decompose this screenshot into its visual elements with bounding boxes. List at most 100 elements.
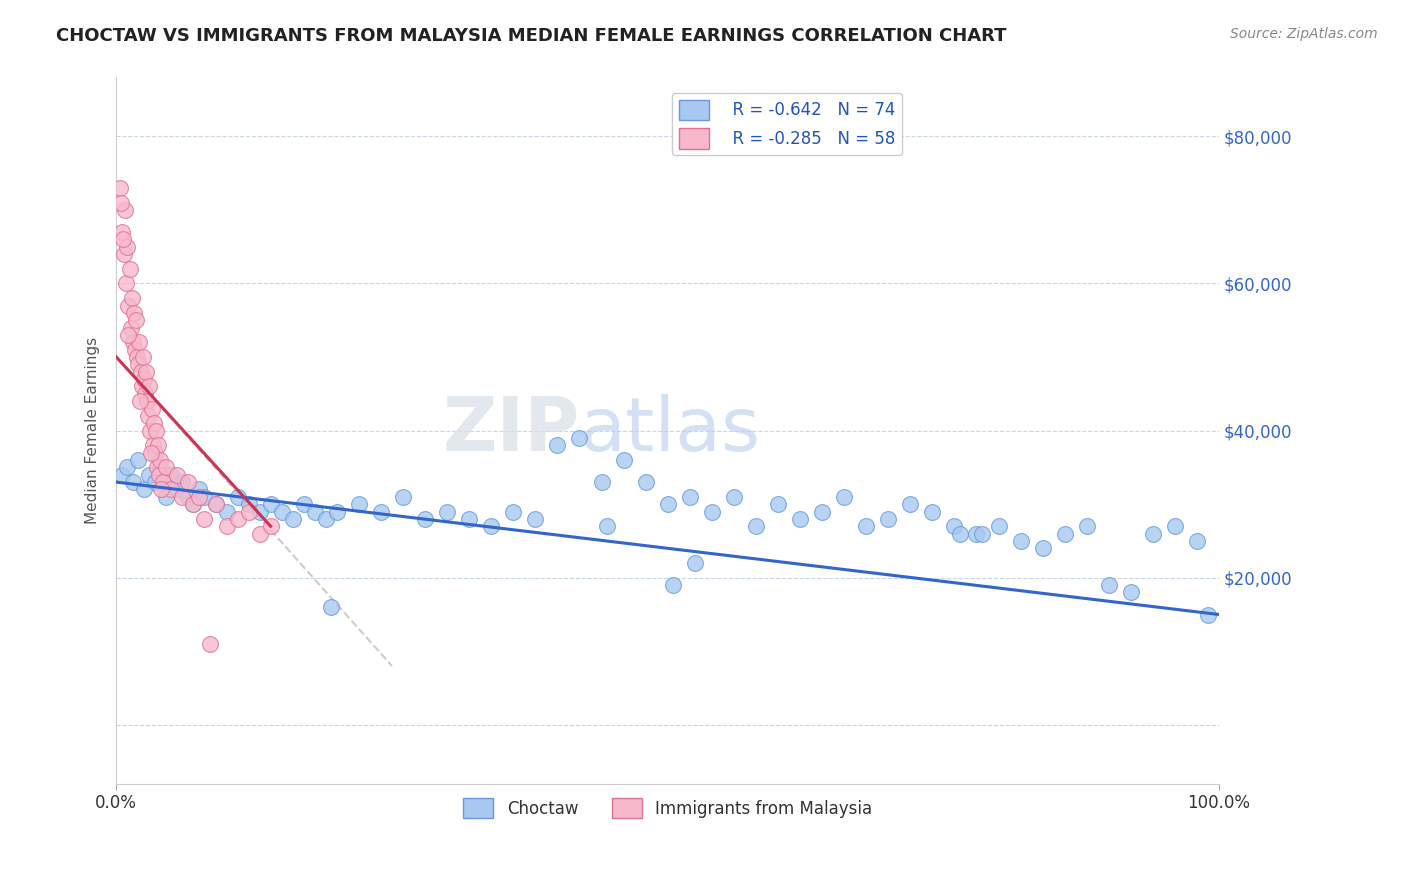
Point (1053, 526, 1076, 541)
Point (1142, 526, 1164, 541)
Text: Source: ZipAtlas.com: Source: ZipAtlas.com (1230, 27, 1378, 41)
Point (943, 519, 966, 533)
Point (679, 490, 702, 504)
Point (596, 519, 619, 533)
Point (198, 637, 221, 651)
Point (148, 438, 170, 452)
Point (111, 467, 134, 482)
Point (1185, 533, 1208, 548)
Point (111, 225, 134, 239)
Point (249, 526, 271, 541)
Point (657, 497, 679, 511)
Point (149, 460, 172, 475)
Point (215, 504, 238, 518)
Point (121, 475, 143, 489)
Point (136, 394, 159, 409)
Point (193, 490, 215, 504)
Point (160, 467, 183, 482)
Point (138, 467, 160, 482)
Point (304, 504, 326, 518)
Point (188, 490, 211, 504)
Point (121, 291, 143, 305)
Point (142, 416, 165, 430)
Point (129, 365, 152, 379)
Point (238, 497, 260, 511)
Text: ZIP: ZIP (443, 394, 579, 467)
Point (135, 365, 157, 379)
Point (143, 445, 166, 459)
Point (347, 497, 370, 511)
Point (117, 240, 139, 254)
Point (321, 600, 343, 615)
Point (662, 578, 685, 592)
Point (118, 261, 141, 276)
Point (193, 512, 215, 526)
Point (172, 475, 194, 489)
Point (436, 504, 458, 518)
Point (112, 247, 135, 261)
Point (146, 460, 169, 475)
Point (634, 475, 657, 489)
Point (766, 497, 789, 511)
Text: atlas: atlas (579, 394, 761, 467)
Point (141, 401, 163, 416)
Point (127, 453, 149, 467)
Point (177, 475, 200, 489)
Text: CHOCTAW VS IMMIGRANTS FROM MALAYSIA MEDIAN FEMALE EARNINGS CORRELATION CHART: CHOCTAW VS IMMIGRANTS FROM MALAYSIA MEDI… (56, 27, 1007, 45)
Point (215, 519, 238, 533)
Point (458, 512, 481, 526)
Point (117, 299, 139, 313)
Point (115, 277, 138, 291)
Point (183, 497, 205, 511)
Point (122, 306, 145, 320)
Point (392, 490, 415, 504)
Point (131, 379, 153, 393)
Point (326, 504, 349, 518)
Point (238, 504, 260, 518)
Point (152, 475, 174, 489)
Point (546, 438, 568, 452)
Point (125, 313, 148, 327)
Point (987, 519, 1010, 533)
Point (139, 445, 162, 459)
Point (148, 467, 170, 482)
Point (260, 497, 283, 511)
Point (188, 483, 211, 497)
Point (117, 460, 139, 475)
Point (145, 424, 167, 438)
Point (121, 335, 143, 350)
Point (260, 519, 283, 533)
Point (177, 490, 200, 504)
Point (789, 512, 811, 526)
Point (155, 460, 177, 475)
Point (683, 556, 706, 570)
Point (811, 504, 834, 518)
Point (117, 327, 139, 342)
Point (132, 350, 155, 364)
Point (124, 343, 146, 357)
Point (150, 483, 173, 497)
Point (855, 519, 877, 533)
Point (723, 490, 745, 504)
Point (370, 504, 392, 518)
Point (132, 372, 155, 386)
Point (1197, 607, 1219, 622)
Point (832, 490, 855, 504)
Point (204, 497, 226, 511)
Point (166, 467, 188, 482)
Point (1010, 533, 1032, 548)
Point (155, 490, 177, 504)
Point (700, 504, 723, 518)
Point (149, 453, 172, 467)
Point (138, 379, 160, 393)
Point (166, 483, 188, 497)
Point (524, 512, 547, 526)
Point (898, 497, 921, 511)
Point (1119, 585, 1142, 599)
Point (949, 526, 972, 541)
Point (139, 424, 162, 438)
Point (281, 512, 304, 526)
Point (110, 195, 132, 210)
Point (568, 431, 591, 445)
Point (129, 394, 152, 409)
